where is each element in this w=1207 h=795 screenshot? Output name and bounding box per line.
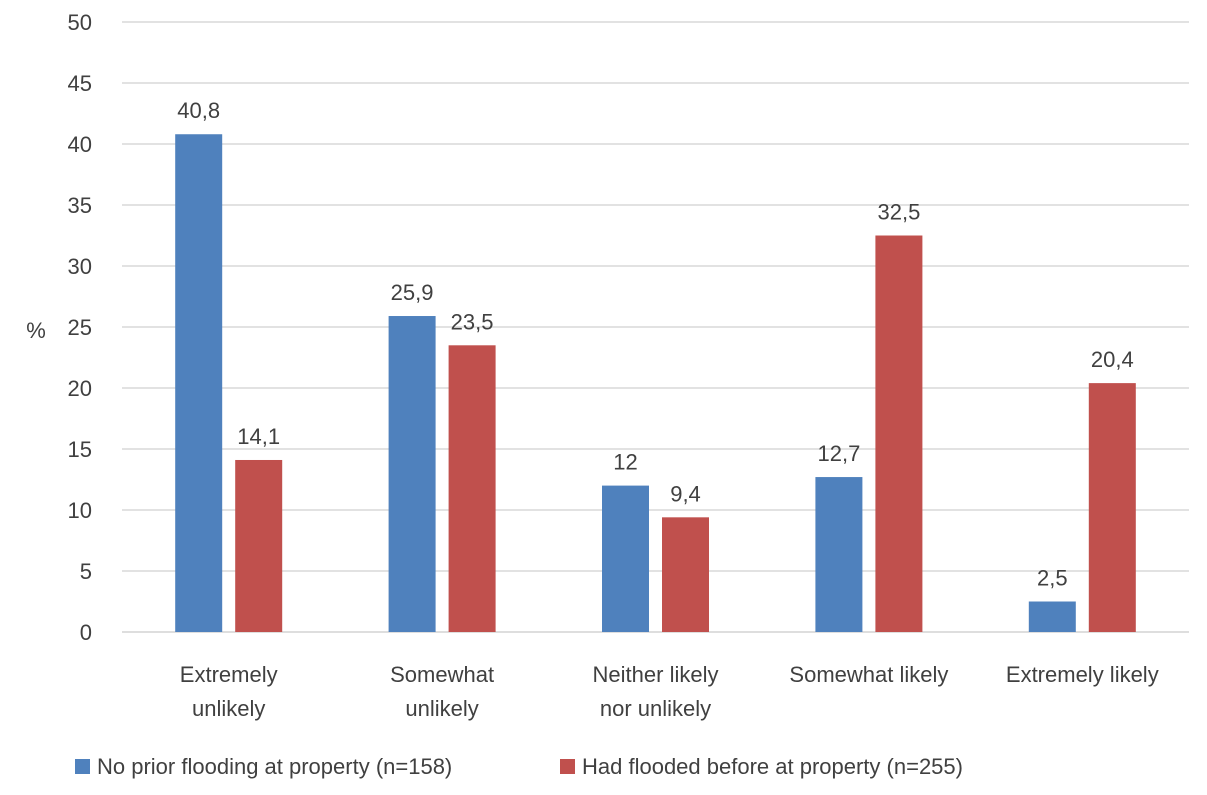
bar-no-prior-flooding-3 — [815, 477, 863, 632]
data-label: 25,9 — [391, 280, 434, 305]
x-category-label: Somewhat — [390, 662, 494, 687]
bar-had-flooded-2 — [662, 517, 709, 632]
bar-no-prior-flooding-1 — [388, 316, 436, 632]
data-label: 23,5 — [451, 309, 494, 334]
gridlines — [122, 21, 1189, 633]
y-tick-label: 20 — [68, 376, 92, 401]
bar-had-flooded-3 — [875, 235, 923, 632]
data-label: 12 — [613, 450, 637, 475]
data-label: 9,4 — [670, 481, 701, 506]
y-tick-label: 45 — [68, 71, 92, 96]
data-labels: 40,8 14,1 25,9 23,5 12 9,4 12,7 32,5 2,5 20,4 — [177, 98, 1133, 590]
y-tick-label: 40 — [68, 132, 92, 157]
legend: No prior flooding at property (n=158) Had… — [75, 754, 963, 779]
bar-had-flooded-1 — [448, 345, 496, 632]
x-category-label: unlikely — [405, 696, 478, 721]
legend-entry: Had flooded before at property (n=255) — [582, 754, 963, 779]
bar-had-flooded-0 — [235, 459, 283, 632]
y-axis-label: % — [26, 318, 46, 343]
data-label: 20,4 — [1091, 347, 1134, 372]
x-category-label: Extremely — [180, 662, 278, 687]
bar-no-prior-flooding-0 — [175, 134, 223, 633]
y-tick-label: 5 — [80, 559, 92, 584]
y-tick-label: 15 — [68, 437, 92, 462]
y-tick-label: 30 — [68, 254, 92, 279]
x-category-label: nor unlikely — [600, 696, 711, 721]
legend-swatch — [75, 759, 90, 774]
y-tick-label: 25 — [68, 315, 92, 340]
bar-no-prior-flooding-2 — [602, 485, 649, 632]
data-label: 40,8 — [177, 98, 220, 123]
data-label: 2,5 — [1037, 566, 1068, 591]
legend-entry: No prior flooding at property (n=158) — [97, 754, 452, 779]
bars — [175, 134, 1136, 633]
x-axis-categories: Extremely unlikely Somewhat unlikely Neither… — [180, 662, 1159, 721]
y-tick-label: 35 — [68, 193, 92, 218]
data-label: 32,5 — [877, 200, 920, 225]
y-tick-label: 10 — [68, 498, 92, 523]
y-axis-ticks: 0 5 10 15 20 25 30 35 40 45 50 — [68, 10, 92, 645]
y-tick-label: 50 — [68, 10, 92, 35]
y-tick-label: 0 — [80, 620, 92, 645]
x-category-label: Somewhat likely — [789, 662, 948, 687]
x-category-label: Extremely likely — [1006, 662, 1159, 687]
x-category-label: Neither likely — [593, 662, 719, 687]
data-label: 14,1 — [237, 424, 280, 449]
data-label: 12,7 — [817, 441, 860, 466]
x-category-label: unlikely — [192, 696, 265, 721]
bar-no-prior-flooding-4 — [1028, 601, 1076, 632]
bar-had-flooded-4 — [1088, 383, 1136, 632]
legend-swatch — [560, 759, 575, 774]
